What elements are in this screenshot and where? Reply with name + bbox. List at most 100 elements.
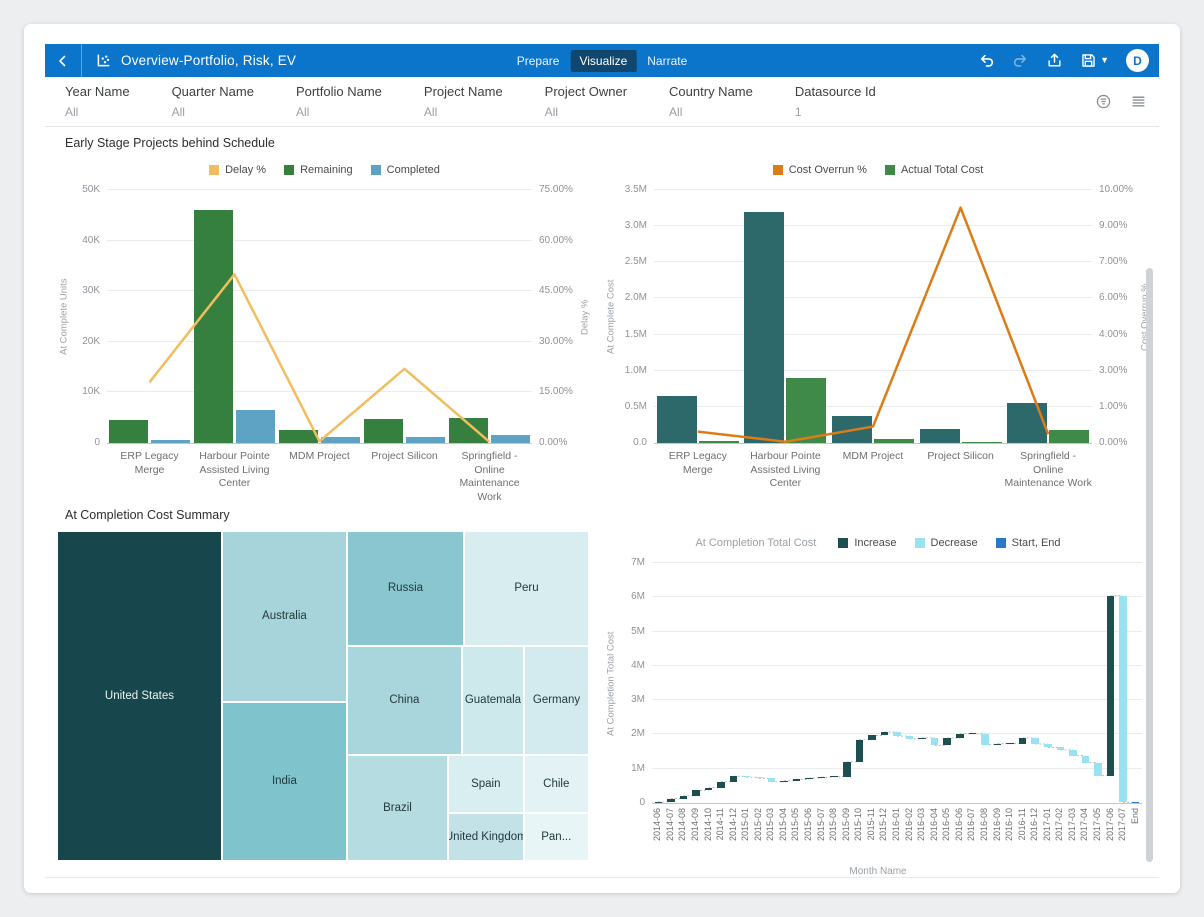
- bar-completed[interactable]: [235, 410, 275, 443]
- bar-at-complete-cost[interactable]: [1007, 403, 1048, 443]
- waterfall-bar-end[interactable]: [1131, 802, 1140, 803]
- bar-at-complete-cost[interactable]: [919, 428, 960, 443]
- save-button[interactable]: ▼: [1080, 52, 1109, 69]
- bar-completed[interactable]: [320, 436, 360, 443]
- bar-completed[interactable]: [150, 439, 190, 443]
- treemap-node-australia[interactable]: Australia: [221, 531, 347, 702]
- bar-completed[interactable]: [490, 434, 530, 443]
- waterfall-bar-2015-05[interactable]: [792, 779, 801, 781]
- waterfall-bar-2015-06[interactable]: [805, 777, 813, 780]
- filter-project-owner[interactable]: Project Owner All: [545, 84, 627, 119]
- waterfall-bar-2016-01[interactable]: [893, 732, 901, 737]
- tab-visualize[interactable]: Visualize: [570, 49, 637, 72]
- legend-item-increase[interactable]: Increase: [838, 537, 897, 549]
- waterfall-bar-2015-02[interactable]: [755, 777, 763, 779]
- waterfall-bar-2016-04[interactable]: [930, 737, 939, 746]
- waterfall-bar-2016-10[interactable]: [1006, 742, 1014, 744]
- waterfall-bar-2017-07[interactable]: [1119, 595, 1127, 803]
- waterfall-bar-2016-03[interactable]: [918, 737, 926, 739]
- tab-prepare[interactable]: Prepare: [516, 53, 560, 68]
- bar-at-complete-cost[interactable]: [744, 211, 785, 443]
- waterfall-bar-2015-07[interactable]: [817, 776, 826, 778]
- waterfall-bar-2014-07[interactable]: [667, 798, 675, 802]
- waterfall-bar-2017-06[interactable]: [1106, 595, 1115, 776]
- waterfall-bar-2014-12[interactable]: [729, 776, 738, 782]
- canvas-menu-icon[interactable]: [1130, 93, 1147, 110]
- legend-item-decrease[interactable]: Decrease: [914, 537, 978, 549]
- export-icon[interactable]: [1046, 52, 1063, 69]
- treemap-node-brazil[interactable]: Brazil: [346, 755, 449, 861]
- line-cost-overrun[interactable]: [697, 206, 1050, 443]
- legend-item-remaining[interactable]: Remaining: [284, 164, 353, 176]
- bar-remaining[interactable]: [364, 418, 404, 443]
- waterfall-bar-2015-11[interactable]: [868, 735, 876, 740]
- waterfall-bar-2015-10[interactable]: [855, 739, 864, 762]
- filter-project-name[interactable]: Project Name All: [424, 84, 503, 119]
- tab-narrate[interactable]: Narrate: [647, 53, 688, 68]
- treemap-node-guatemala[interactable]: Guatemala: [461, 645, 525, 756]
- bar-actual-total-cost[interactable]: [961, 442, 1002, 443]
- waterfall-bar-2017-02[interactable]: [1056, 747, 1065, 750]
- filter-settings-icon[interactable]: [1095, 93, 1112, 110]
- undo-icon[interactable]: [978, 52, 995, 69]
- filter-year-name[interactable]: Year Name All: [65, 84, 130, 119]
- waterfall-bar-2015-04[interactable]: [780, 780, 788, 782]
- bar-remaining[interactable]: [109, 420, 149, 443]
- waterfall-bar-2016-07[interactable]: [968, 732, 977, 734]
- waterfall-bar-2015-08[interactable]: [830, 776, 838, 778]
- treemap-node-russia[interactable]: Russia: [346, 531, 464, 646]
- treemap-node-china[interactable]: China: [346, 645, 462, 756]
- vertical-scrollbar[interactable]: [1146, 268, 1153, 862]
- waterfall-bar-2014-06[interactable]: [654, 801, 663, 803]
- bar-remaining[interactable]: [449, 418, 489, 443]
- bar-remaining[interactable]: [194, 210, 234, 443]
- redo-icon[interactable]: [1012, 52, 1029, 69]
- waterfall-bar-2014-11[interactable]: [717, 781, 725, 788]
- treemap-node-germany[interactable]: Germany: [524, 645, 589, 756]
- line-delay[interactable]: [148, 273, 491, 443]
- back-button[interactable]: [45, 44, 81, 77]
- treemap-node-united-kingdom[interactable]: United Kingdom: [448, 813, 524, 861]
- bar-at-complete-cost[interactable]: [656, 396, 697, 443]
- treemap-node-spain[interactable]: Spain: [448, 755, 524, 814]
- waterfall-bar-2015-09[interactable]: [842, 761, 851, 777]
- legend-item-start-end[interactable]: Start, End: [995, 537, 1061, 549]
- treemap-node-united-states[interactable]: United States: [57, 531, 222, 861]
- user-avatar[interactable]: D: [1126, 49, 1149, 72]
- waterfall-bar-2016-12[interactable]: [1031, 737, 1039, 745]
- bar-actual-total-cost[interactable]: [1049, 430, 1090, 443]
- waterfall-bar-2017-01[interactable]: [1044, 744, 1052, 748]
- bar-actual-total-cost[interactable]: [874, 439, 914, 443]
- waterfall-bar-2015-03[interactable]: [767, 778, 776, 782]
- waterfall-bar-2014-09[interactable]: [692, 790, 700, 796]
- treemap-node-pan[interactable]: Pan...: [523, 813, 589, 861]
- waterfall-bar-2017-04[interactable]: [1081, 755, 1090, 763]
- filter-country-name[interactable]: Country Name All: [669, 84, 753, 119]
- bar-actual-total-cost[interactable]: [786, 377, 827, 443]
- treemap-node-peru[interactable]: Peru: [463, 531, 589, 646]
- treemap-node-chile[interactable]: Chile: [523, 755, 589, 814]
- legend-item-actual-total-cost[interactable]: Actual Total Cost: [884, 164, 983, 176]
- legend-item-delay[interactable]: Delay %: [209, 164, 266, 176]
- waterfall-bar-2016-05[interactable]: [943, 737, 952, 746]
- waterfall-bar-2017-03[interactable]: [1069, 749, 1077, 756]
- treemap-node-india[interactable]: India: [221, 701, 347, 861]
- waterfall-bar-2017-05[interactable]: [1094, 762, 1102, 776]
- waterfall-bar-2016-02[interactable]: [905, 736, 914, 739]
- waterfall-bar-2016-06[interactable]: [956, 733, 964, 738]
- waterfall-bar-2016-09[interactable]: [993, 743, 1002, 745]
- waterfall-bar-2014-10[interactable]: [704, 787, 713, 791]
- bar-actual-total-cost[interactable]: [698, 440, 739, 443]
- legend-item-cost-overrun[interactable]: Cost Overrun %: [772, 164, 867, 176]
- filter-quarter-name[interactable]: Quarter Name All: [172, 84, 254, 119]
- waterfall-bar-2016-11[interactable]: [1018, 737, 1027, 744]
- waterfall-bar-2015-01[interactable]: [742, 776, 750, 778]
- bar-remaining[interactable]: [279, 429, 319, 443]
- waterfall-bar-2015-12[interactable]: [880, 732, 889, 736]
- filter-datasource-id[interactable]: Datasource Id 1: [795, 84, 876, 119]
- legend-item-completed[interactable]: Completed: [370, 164, 440, 176]
- filter-portfolio-name[interactable]: Portfolio Name All: [296, 84, 382, 119]
- waterfall-bar-2016-08[interactable]: [981, 733, 989, 745]
- waterfall-bar-2014-08[interactable]: [679, 795, 688, 799]
- bar-completed[interactable]: [405, 436, 445, 443]
